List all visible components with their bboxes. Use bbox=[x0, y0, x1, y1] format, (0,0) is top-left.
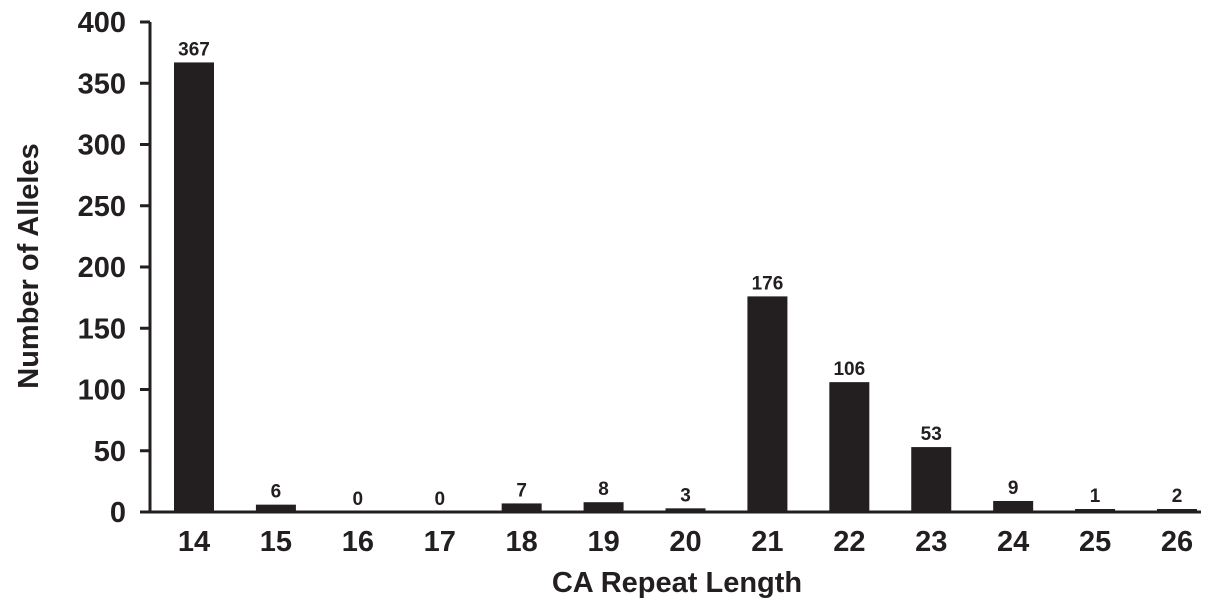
x-tick-label: 21 bbox=[751, 526, 783, 558]
x-tick-label: 20 bbox=[669, 526, 701, 558]
y-tick-label: 200 bbox=[78, 252, 126, 284]
data-label: 6 bbox=[271, 482, 282, 503]
x-tick-label: 22 bbox=[833, 526, 865, 558]
x-tick-label: 19 bbox=[587, 526, 619, 558]
x-tick-label: 24 bbox=[997, 526, 1029, 558]
data-label: 106 bbox=[833, 359, 865, 380]
data-label: 9 bbox=[1008, 478, 1019, 499]
data-labels: 367 6 0 0 7 8 3 176 106 53 9 1 2 bbox=[178, 39, 1182, 510]
bar bbox=[747, 296, 788, 512]
bar bbox=[255, 504, 296, 512]
data-label: 176 bbox=[752, 273, 784, 294]
x-tick-label: 17 bbox=[424, 526, 456, 558]
data-label: 3 bbox=[680, 485, 691, 506]
data-label: 53 bbox=[921, 424, 942, 445]
y-tick-label: 300 bbox=[78, 130, 126, 162]
data-label: 1 bbox=[1090, 486, 1101, 507]
y-tick-label: 250 bbox=[78, 191, 126, 223]
y-tick-label: 50 bbox=[94, 436, 126, 468]
bar bbox=[501, 503, 542, 512]
x-tick-label: 26 bbox=[1161, 526, 1193, 558]
x-tick-label: 16 bbox=[342, 526, 374, 558]
y-tick-label: 150 bbox=[78, 313, 126, 345]
y-tick-label: 0 bbox=[110, 497, 126, 529]
x-tick-label: 14 bbox=[178, 526, 210, 558]
x-axis-ticks: 14 15 16 17 18 19 20 21 22 23 24 25 26 bbox=[178, 526, 1193, 558]
bar bbox=[911, 447, 952, 512]
axes bbox=[148, 22, 1201, 514]
x-tick-label: 25 bbox=[1079, 526, 1111, 558]
data-label: 8 bbox=[598, 479, 609, 500]
y-tick-label: 400 bbox=[78, 7, 126, 39]
bar bbox=[665, 508, 706, 512]
y-tick-label: 100 bbox=[78, 375, 126, 407]
data-label: 0 bbox=[353, 489, 364, 510]
x-axis-title: CA Repeat Length bbox=[552, 567, 802, 599]
data-label: 0 bbox=[434, 489, 445, 510]
data-label: 7 bbox=[516, 480, 527, 501]
bars bbox=[174, 62, 1197, 513]
x-tick-label: 15 bbox=[260, 526, 292, 558]
bar bbox=[829, 382, 870, 512]
x-tick-label: 23 bbox=[915, 526, 947, 558]
y-axis-ticks: 0 50 100 150 200 250 300 350 400 bbox=[78, 7, 150, 529]
y-axis-title: Number of Alleles bbox=[13, 143, 45, 388]
y-tick-label: 350 bbox=[78, 68, 126, 100]
x-tick-label: 18 bbox=[506, 526, 538, 558]
data-label: 367 bbox=[178, 39, 210, 60]
bar bbox=[993, 500, 1034, 512]
data-label: 2 bbox=[1172, 486, 1183, 507]
bar bbox=[583, 502, 624, 512]
bar bbox=[174, 62, 214, 513]
